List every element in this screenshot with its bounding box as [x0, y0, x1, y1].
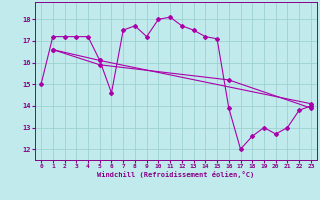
X-axis label: Windchill (Refroidissement éolien,°C): Windchill (Refroidissement éolien,°C): [97, 171, 255, 178]
